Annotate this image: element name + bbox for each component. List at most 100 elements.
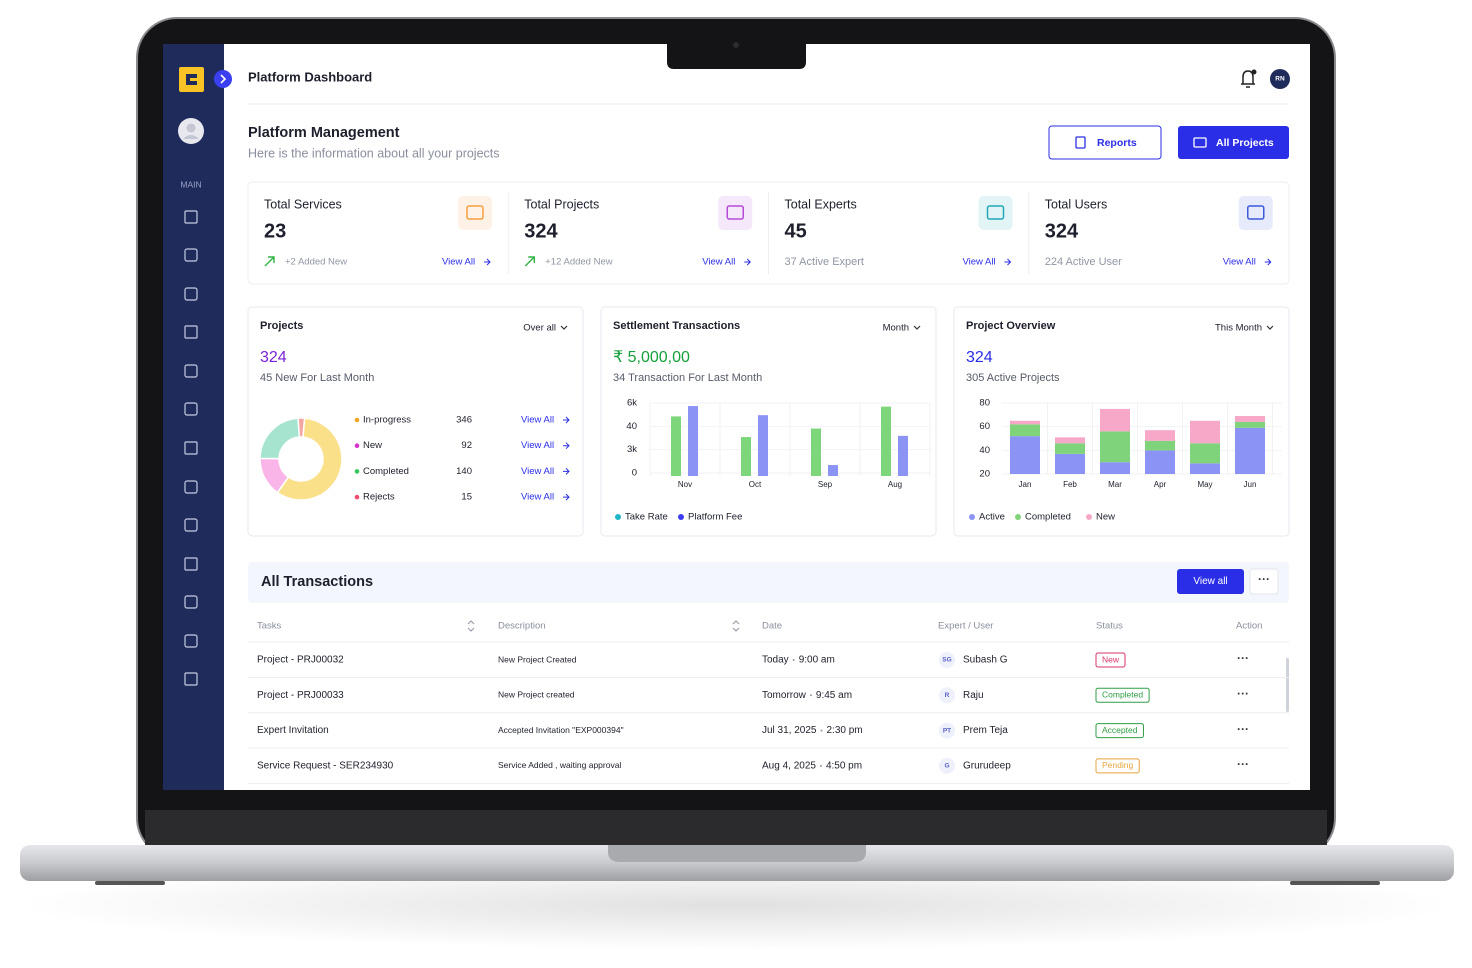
stat-title: Total Experts (785, 197, 857, 211)
bar-segment (1190, 463, 1220, 474)
notification-bell[interactable] (1241, 70, 1255, 88)
laptop-base (20, 845, 1454, 881)
stat-value: 23 (264, 220, 286, 242)
legend-link[interactable]: View All (521, 466, 554, 477)
stat-icon-box (978, 196, 1013, 230)
camera (733, 42, 739, 48)
avatar-head (186, 123, 196, 133)
cell-description: Accepted Invitation "EXP000394" (498, 725, 624, 735)
bar-segment (1145, 450, 1175, 474)
reports-button[interactable] (1048, 125, 1162, 160)
trend-arrow (264, 256, 275, 267)
x-tick-label: Jun (1244, 480, 1257, 489)
x-tick-label: Aug (888, 480, 902, 489)
stat-note: 37 Active Expert (785, 256, 865, 268)
legend-value: 15 (461, 492, 472, 503)
card-value: 324 (260, 349, 287, 366)
sidebar-icon[interactable] (184, 441, 198, 455)
sidebar-icon[interactable] (184, 210, 198, 224)
x-tick-label: Oct (749, 480, 762, 489)
sidebar-icon[interactable] (184, 634, 198, 648)
row-action[interactable]: ··· (1237, 757, 1249, 771)
legend-label: Completed (363, 466, 409, 477)
view-all-button[interactable] (1177, 569, 1244, 594)
sidebar-icon[interactable] (184, 325, 198, 339)
card-filter[interactable]: Month (883, 323, 909, 334)
legend-link[interactable]: View All (521, 440, 554, 451)
stat-link[interactable]: View All (963, 257, 996, 268)
user-initials: R (945, 692, 950, 699)
legend-label: Platform Fee (688, 512, 742, 523)
stat-link[interactable]: View All (702, 257, 735, 268)
all-projects-label: All Projects (1216, 137, 1274, 149)
all-projects-button[interactable] (1178, 126, 1289, 159)
notification-dot (1251, 69, 1257, 75)
legend-link[interactable]: View All (521, 415, 554, 426)
settlement-card (600, 306, 937, 537)
stat-title: Total Users (1045, 197, 1108, 211)
stat-link[interactable]: View All (1223, 257, 1256, 268)
transactions-title: All Transactions (261, 574, 373, 590)
x-tick-label: Mar (1108, 480, 1122, 489)
link-arrow (1004, 258, 1012, 266)
user-avatar (939, 687, 955, 704)
link-arrow (1264, 258, 1272, 266)
link-arrow (563, 416, 570, 424)
more-button[interactable] (1249, 568, 1279, 595)
sidebar-icon[interactable] (184, 672, 198, 686)
card-filter[interactable]: Over all (523, 323, 556, 334)
row-action[interactable]: ··· (1237, 686, 1249, 700)
sidebar-icon[interactable] (184, 518, 198, 532)
legend-link[interactable]: View All (521, 492, 554, 503)
user-initials: RN (1275, 76, 1285, 83)
filter-chevron (913, 325, 921, 330)
legend-label: New (363, 440, 382, 451)
bar-segment (1055, 453, 1085, 474)
status-badge (1095, 758, 1140, 774)
bar-segment (1235, 416, 1265, 422)
filter-chevron (560, 325, 568, 330)
base-notch (608, 845, 866, 862)
sidebar-icon[interactable] (184, 287, 198, 301)
cell-user: Prem Teja (963, 725, 1008, 736)
row-action[interactable]: ··· (1237, 651, 1249, 665)
sidebar (163, 44, 224, 790)
bar (671, 416, 681, 476)
user-avatar[interactable] (1270, 69, 1290, 89)
reports-icon (1075, 136, 1086, 149)
x-tick-label: Nov (678, 480, 692, 489)
sidebar-icon[interactable] (184, 480, 198, 494)
sidebar-icon[interactable] (184, 402, 198, 416)
column-header: Expert / User (938, 621, 993, 632)
user-avatar (939, 757, 955, 774)
logo-mark (186, 74, 197, 85)
stat-note: +2 Added New (285, 257, 347, 268)
donut-slice (297, 417, 306, 438)
cell-description: Service Added , waiting approval (498, 760, 621, 770)
bar-segment (1010, 420, 1040, 425)
avatar-body (183, 135, 199, 139)
logo (179, 67, 204, 92)
sidebar-icon[interactable] (184, 595, 198, 609)
bar-segment (1010, 436, 1040, 474)
sort-icon[interactable] (732, 620, 740, 632)
card-caption: 305 Active Projects (966, 372, 1060, 384)
cell-description: New Project Created (498, 654, 577, 664)
reports-label: Reports (1097, 137, 1137, 149)
sidebar-icon[interactable] (184, 248, 198, 262)
row-action[interactable]: ··· (1237, 722, 1249, 736)
card-filter[interactable]: This Month (1215, 323, 1262, 334)
legend-label: In-progress (363, 415, 411, 426)
bar-segment (1055, 437, 1085, 444)
stat-link[interactable]: View All (442, 257, 475, 268)
collapse-button[interactable] (214, 70, 232, 88)
legend-label: Completed (1025, 512, 1071, 523)
link-arrow (563, 442, 570, 450)
stat-icon (986, 205, 1005, 220)
cell-time: 4:50 pm (826, 761, 862, 772)
y-tick-label: 6k (627, 398, 637, 409)
sort-icon[interactable] (467, 620, 475, 632)
sidebar-icon[interactable] (184, 364, 198, 378)
sidebar-icon[interactable] (184, 557, 198, 571)
x-tick-label: Apr (1154, 480, 1167, 489)
